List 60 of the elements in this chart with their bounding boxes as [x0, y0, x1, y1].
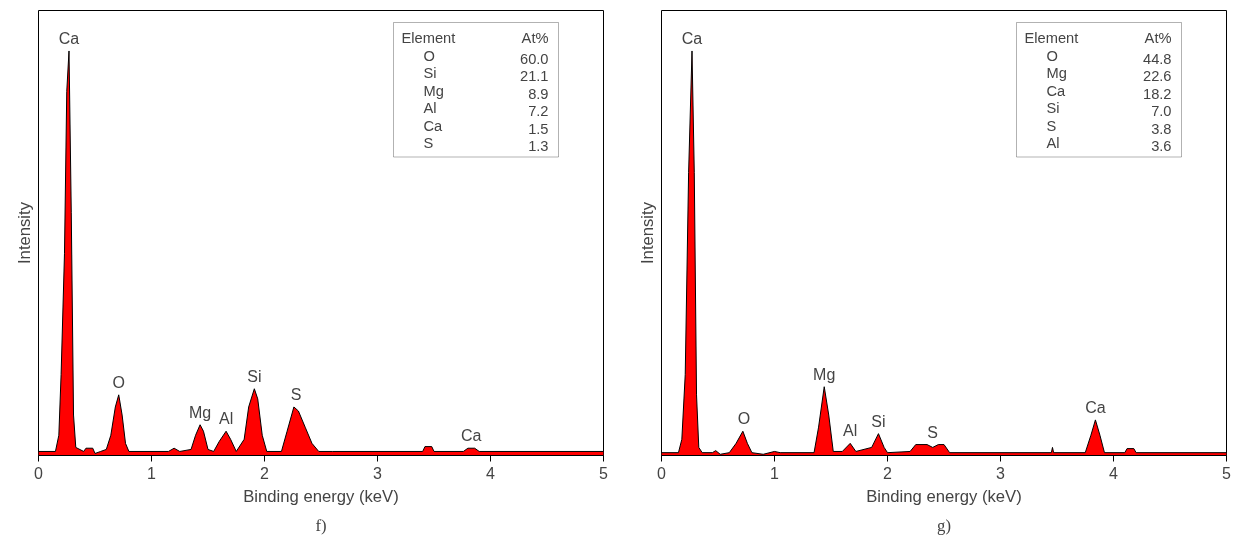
annotation: S: [290, 385, 302, 403]
annotation: Al: [423, 100, 437, 116]
annotation: 18.2: [1142, 85, 1172, 102]
text: At%: [521, 30, 549, 46]
text: g): [937, 515, 951, 535]
text: Element: [401, 30, 456, 46]
annotation: Si: [871, 412, 886, 430]
x-tick-label: 3: [996, 464, 1006, 482]
annotation: Mg: [188, 403, 212, 421]
annotation: 1.3: [528, 138, 549, 154]
x-tick-label: 5: [1222, 464, 1232, 482]
annotation: S: [423, 135, 434, 151]
y-axis-title: Intensity: [637, 201, 657, 265]
x-tick-label: 4: [486, 464, 496, 482]
annotation: Ca: [58, 29, 80, 47]
annotation: Ca: [461, 427, 482, 445]
text: f): [315, 515, 327, 535]
annotation: Ca: [423, 117, 444, 134]
annotation: Ca: [1085, 398, 1106, 416]
x-tick-label: 2: [883, 464, 893, 482]
annotation: O: [423, 47, 435, 64]
x-tick-label: 0: [657, 464, 667, 482]
annotation: Mg: [423, 82, 444, 99]
x-tick-label: 3: [373, 464, 383, 482]
annotation: 1.5: [528, 120, 549, 137]
annotation: Mg: [813, 365, 836, 383]
x-tick-label: 1: [147, 464, 157, 482]
x-tick-label: 4: [1109, 464, 1119, 482]
x-axis-title: Binding energy (keV): [243, 486, 399, 506]
annotation: Al: [218, 410, 234, 428]
text: Element: [1024, 30, 1079, 46]
text: At%: [1144, 30, 1172, 46]
annotation: 7.2: [528, 103, 549, 119]
annotation: 44.8: [1142, 50, 1172, 67]
annotation: 22.6: [1142, 68, 1172, 84]
x-tick-label: 1: [770, 464, 780, 482]
annotation: Al: [843, 422, 858, 440]
annotation: O: [737, 410, 751, 428]
annotation: 3.6: [1151, 138, 1172, 154]
annotation: 3.8: [1151, 120, 1172, 137]
annotation: Si: [247, 367, 262, 385]
annotation: 7.0: [1151, 103, 1172, 119]
annotation: 8.9: [528, 85, 549, 102]
annotation: O: [1046, 47, 1058, 64]
annotation: S: [1046, 117, 1057, 134]
x-axis-title: Binding energy (keV): [866, 486, 1022, 506]
x-tick-label: 2: [260, 464, 270, 482]
x-tick-label: 0: [34, 464, 44, 482]
annotation: 21.1: [519, 68, 549, 84]
annotation: O: [112, 373, 125, 391]
annotation: 60.0: [519, 50, 549, 67]
annotation: Ca: [1046, 82, 1067, 99]
annotation: S: [927, 423, 939, 441]
y-axis-title: Intensity: [14, 201, 34, 265]
annotation: Si: [423, 65, 437, 81]
x-tick-label: 5: [599, 464, 609, 482]
annotation: Mg: [1046, 65, 1067, 81]
annotation: Al: [1046, 135, 1060, 151]
annotation: Ca: [681, 29, 703, 47]
annotation: Si: [1046, 100, 1060, 116]
